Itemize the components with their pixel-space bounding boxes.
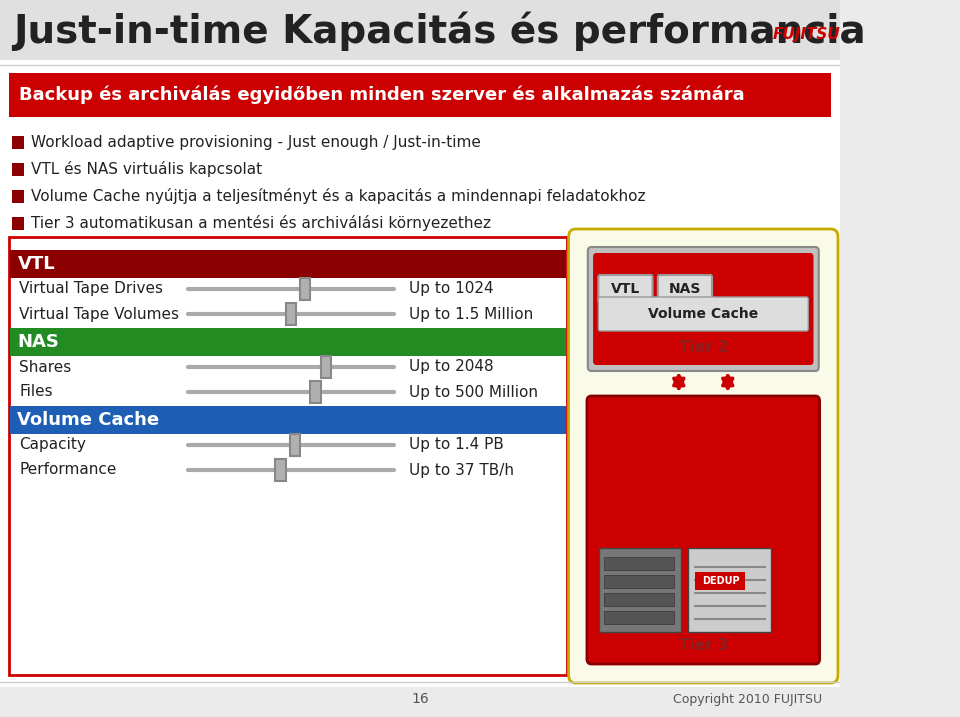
Text: VTL és NAS virtuális kapcsolat: VTL és NAS virtuális kapcsolat: [31, 161, 262, 177]
FancyBboxPatch shape: [605, 557, 675, 570]
FancyBboxPatch shape: [599, 548, 682, 632]
Text: Up to 37 TB/h: Up to 37 TB/h: [409, 462, 515, 478]
Text: FUJITSU: FUJITSU: [773, 27, 840, 42]
FancyBboxPatch shape: [605, 575, 675, 588]
Text: DEDUP: DEDUP: [702, 576, 739, 586]
Text: Volume Cache: Volume Cache: [648, 307, 758, 321]
Text: 16: 16: [411, 692, 429, 706]
FancyBboxPatch shape: [658, 275, 712, 303]
FancyBboxPatch shape: [695, 572, 745, 590]
Text: Volume Cache nyújtja a teljesítményt és a kapacitás a mindennapi feladatokhoz: Volume Cache nyújtja a teljesítményt és …: [31, 188, 645, 204]
Text: Copyright 2010 FUJITSU: Copyright 2010 FUJITSU: [673, 693, 823, 706]
Text: Up to 2048: Up to 2048: [409, 359, 494, 374]
FancyBboxPatch shape: [321, 356, 331, 378]
Text: Tier 3 automatikusan a mentési és archiválási környezethez: Tier 3 automatikusan a mentési és archiv…: [31, 215, 491, 231]
FancyBboxPatch shape: [12, 217, 24, 230]
Text: Shares: Shares: [19, 359, 71, 374]
Text: VTL: VTL: [611, 282, 640, 296]
FancyBboxPatch shape: [588, 247, 819, 371]
FancyBboxPatch shape: [688, 548, 771, 632]
FancyBboxPatch shape: [12, 136, 24, 149]
Text: Workload adaptive provisioning - Just enough / Just-in-time: Workload adaptive provisioning - Just en…: [31, 135, 481, 150]
FancyBboxPatch shape: [0, 0, 840, 60]
Text: Virtual Tape Volumes: Virtual Tape Volumes: [19, 306, 180, 321]
Text: Capacity: Capacity: [19, 437, 86, 452]
FancyBboxPatch shape: [290, 434, 300, 456]
FancyBboxPatch shape: [10, 250, 566, 278]
FancyBboxPatch shape: [12, 190, 24, 203]
FancyBboxPatch shape: [12, 163, 24, 176]
Text: VTL: VTL: [17, 255, 55, 273]
FancyBboxPatch shape: [598, 297, 808, 331]
FancyBboxPatch shape: [10, 406, 566, 434]
Text: NAS: NAS: [669, 282, 701, 296]
FancyBboxPatch shape: [10, 328, 566, 356]
FancyBboxPatch shape: [587, 396, 820, 664]
Text: Performance: Performance: [19, 462, 116, 478]
FancyBboxPatch shape: [593, 253, 813, 365]
Text: Files: Files: [19, 384, 53, 399]
FancyBboxPatch shape: [0, 60, 840, 687]
Text: Up to 1.5 Million: Up to 1.5 Million: [409, 306, 534, 321]
FancyBboxPatch shape: [286, 303, 296, 325]
Text: Virtual Tape Drives: Virtual Tape Drives: [19, 282, 163, 297]
Text: Up to 1024: Up to 1024: [409, 282, 494, 297]
Text: Volume Cache: Volume Cache: [17, 411, 159, 429]
Text: Just-in-time Kapacitás és performancia: Just-in-time Kapacitás és performancia: [13, 11, 866, 51]
FancyBboxPatch shape: [598, 275, 653, 303]
Text: Up to 500 Million: Up to 500 Million: [409, 384, 539, 399]
FancyBboxPatch shape: [276, 459, 286, 481]
FancyBboxPatch shape: [9, 237, 566, 675]
Text: Up to 1.4 PB: Up to 1.4 PB: [409, 437, 504, 452]
FancyBboxPatch shape: [605, 593, 675, 606]
FancyBboxPatch shape: [300, 278, 310, 300]
FancyBboxPatch shape: [310, 381, 321, 403]
Text: NAS: NAS: [17, 333, 60, 351]
FancyBboxPatch shape: [9, 73, 831, 117]
FancyBboxPatch shape: [605, 611, 675, 624]
Text: Tier 3: Tier 3: [679, 637, 728, 652]
Text: Tier 2: Tier 2: [679, 340, 728, 354]
Text: Backup és archiválás egyidőben minden szerver és alkalmazás számára: Backup és archiválás egyidőben minden sz…: [19, 86, 745, 104]
FancyBboxPatch shape: [568, 229, 838, 683]
